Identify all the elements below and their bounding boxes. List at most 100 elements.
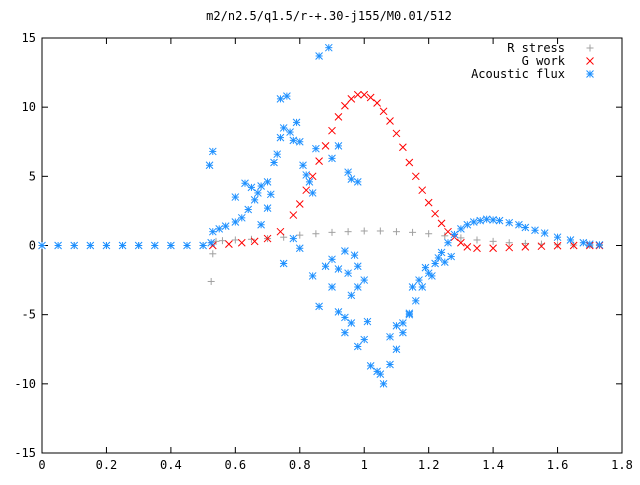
data-point: [363, 317, 372, 326]
data-point: [225, 240, 233, 248]
x-tick-label: 0.4: [160, 458, 182, 472]
data-point: [392, 129, 401, 138]
data-point: [353, 178, 362, 186]
data-point: [424, 198, 433, 207]
data-point: [218, 237, 226, 245]
data-point: [244, 205, 253, 214]
data-point: [405, 309, 414, 318]
data-point: [366, 93, 375, 102]
data-point: [312, 230, 320, 238]
data-point: [444, 227, 452, 236]
data-point: [379, 379, 388, 388]
data-point: [444, 238, 452, 247]
data-point: [415, 276, 423, 284]
data-point: [447, 252, 456, 261]
data-point: [247, 235, 255, 243]
data-point: [457, 238, 465, 247]
data-series: [38, 43, 604, 388]
data-point: [328, 154, 336, 163]
data-point: [334, 112, 343, 121]
data-point: [521, 223, 530, 232]
x-tick-label: 1.2: [418, 458, 440, 472]
data-point: [392, 321, 401, 330]
data-point: [489, 216, 497, 224]
data-point: [273, 150, 282, 159]
data-point: [292, 118, 301, 127]
data-point: [386, 332, 394, 341]
data-point: [341, 328, 349, 337]
x-tick-label: 1.4: [482, 458, 504, 472]
data-point: [418, 283, 427, 291]
data-point: [315, 157, 323, 165]
data-point: [221, 222, 230, 230]
legend-marker: [586, 70, 594, 78]
data-point: [263, 178, 272, 186]
data-point: [54, 241, 62, 250]
data-point: [289, 136, 298, 145]
legend-marker: [586, 57, 594, 65]
data-point: [296, 231, 304, 239]
x-tick-label: 0: [38, 458, 45, 472]
data-point: [263, 204, 272, 213]
y-tick-label: 10: [22, 100, 36, 114]
data-point: [531, 226, 539, 235]
data-point: [334, 142, 343, 150]
x-tick-label: 1.8: [611, 458, 633, 472]
x-tick-label: 1: [361, 458, 368, 472]
data-point: [418, 186, 427, 195]
data-point: [324, 43, 333, 52]
data-point: [495, 216, 504, 225]
data-point: [505, 218, 514, 227]
legend-label: G work: [522, 54, 566, 68]
data-point: [250, 195, 259, 204]
series-2: [38, 43, 604, 388]
plot-frame: [41, 37, 623, 454]
data-point: [457, 225, 465, 233]
data-point: [334, 308, 343, 316]
data-point: [231, 236, 239, 244]
data-point: [276, 227, 285, 236]
data-point: [299, 161, 307, 170]
data-point: [521, 243, 530, 251]
data-point: [434, 254, 443, 262]
data-point: [279, 124, 288, 132]
data-point: [341, 247, 349, 255]
data-point: [411, 296, 420, 305]
x-tick-label: 0.2: [96, 458, 118, 472]
data-point: [328, 255, 336, 264]
data-point: [254, 189, 262, 197]
data-point: [463, 220, 472, 229]
y-tick-label: -10: [14, 377, 36, 391]
data-point: [334, 265, 343, 273]
data-point: [540, 229, 549, 237]
data-point: [237, 238, 246, 247]
data-point: [134, 241, 143, 250]
data-point: [247, 183, 256, 192]
data-point: [473, 244, 481, 253]
legend-label: R stress: [507, 41, 565, 55]
data-point: [270, 158, 278, 167]
data-point: [295, 244, 304, 253]
y-tick-label: -15: [14, 446, 36, 460]
x-tick-label: 0.8: [289, 458, 311, 472]
data-point: [450, 230, 459, 239]
data-point: [411, 172, 420, 181]
data-point: [344, 168, 352, 177]
y-tick-label: -5: [22, 308, 36, 322]
data-point: [321, 262, 330, 271]
data-point: [231, 193, 240, 201]
data-point: [437, 219, 446, 228]
data-point: [321, 142, 330, 150]
legend-label: Acoustic flux: [471, 67, 565, 81]
data-point: [118, 241, 127, 250]
data-point: [344, 269, 352, 278]
data-point: [408, 283, 417, 291]
data-point: [302, 171, 311, 179]
data-point: [376, 227, 384, 235]
data-point: [353, 283, 362, 291]
data-point: [399, 328, 407, 337]
data-point: [440, 258, 449, 266]
data-point: [489, 237, 497, 245]
